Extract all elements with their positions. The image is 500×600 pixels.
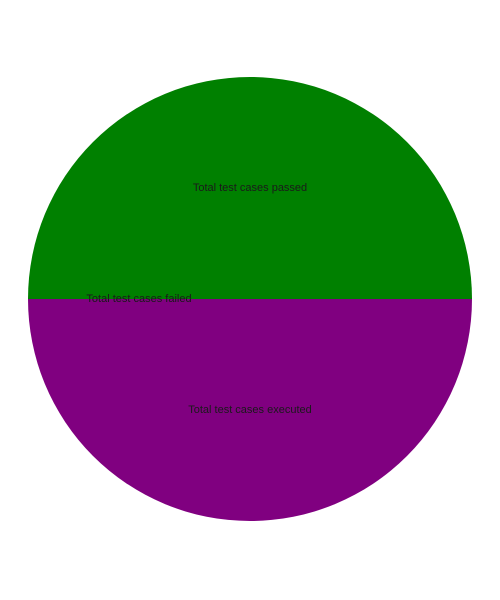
pie-slice-total-test-cases-executed [28, 299, 472, 521]
pie-slices [28, 77, 472, 521]
pie-label-total-test-cases-executed: Total test cases executed [188, 404, 312, 416]
pie-label-total-test-cases-passed: Total test cases passed [193, 182, 307, 194]
pie-slice-total-test-cases-passed [28, 77, 472, 299]
pie-label-total-test-cases-failed: Total test cases failed [86, 293, 191, 305]
pie-labels: Total test cases passed Total test cases … [86, 182, 311, 416]
